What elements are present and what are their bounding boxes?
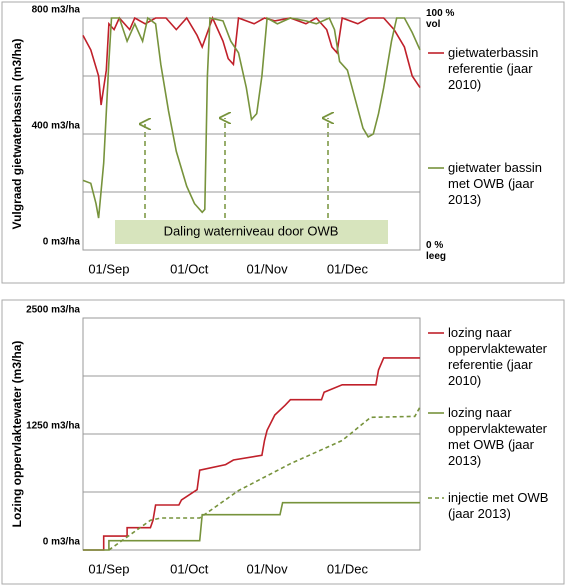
y-tick-label: 0 m3/ha (43, 237, 81, 248)
y-tick-label: 400 m3/ha (32, 121, 81, 132)
x-tick-label: 01/Sep (88, 261, 129, 276)
y-tick-label: 800 m3/ha (32, 5, 81, 16)
legend-label: gietwaterbassin referentie (jaar 2010) (448, 45, 539, 92)
y2-tick-label: 100 % vol (426, 8, 455, 30)
x-tick-label: 01/Sep (88, 561, 129, 576)
series-line (108, 406, 421, 551)
x-tick-label: 01/Dec (327, 561, 369, 576)
series-line (83, 357, 420, 551)
legend-label: gietwater bassin met OWB (jaar 2013) (448, 160, 542, 207)
x-tick-label: 01/Oct (170, 261, 209, 276)
series-line (82, 16, 421, 219)
legend-label: lozing naar oppervlaktewater met OWB (ja… (448, 405, 547, 468)
x-tick-label: 01/Nov (246, 261, 288, 276)
annotation-box (115, 220, 388, 244)
x-tick-label: 01/Oct (170, 561, 209, 576)
legend-label: lozing naar oppervlaktewater referentie … (448, 325, 547, 388)
x-tick-label: 01/Nov (246, 561, 288, 576)
arrows (145, 118, 328, 218)
annotation: Daling waterniveau door OWB (164, 223, 339, 238)
series-line (83, 501, 420, 551)
panel-border (1, 1, 565, 284)
legend-label: injectie met OWB (jaar 2013) (448, 490, 549, 521)
panel-border (1, 299, 565, 585)
series-line (82, 15, 421, 106)
x-tick-label: 01/Dec (327, 261, 369, 276)
y-tick-label: 1250 m3/ha (26, 421, 80, 432)
y-axis-title: Vulgraad gietwaterbassin (m3/ha) (10, 39, 24, 230)
y-tick-label: 2500 m3/ha (26, 305, 80, 316)
y2-tick-label: 0 % leeg (426, 240, 447, 262)
y-axis-title: Lozing oppervlaktewater (m3/ha) (10, 341, 24, 528)
y-tick-label: 0 m3/ha (43, 537, 81, 548)
